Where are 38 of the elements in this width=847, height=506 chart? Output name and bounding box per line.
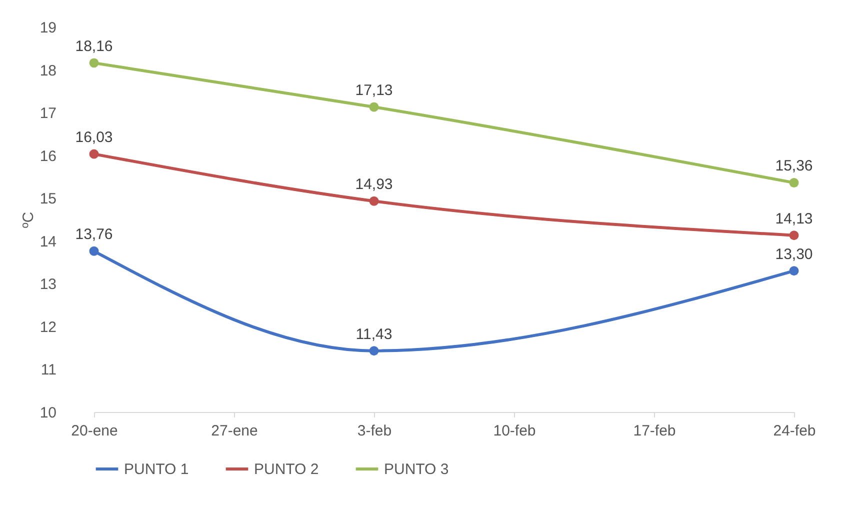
data-label: 15,36 [775,158,813,175]
y-tick-label: 17 [40,105,56,122]
data-label: 14,93 [355,176,393,194]
x-tick-label: 27-ene [211,422,258,440]
x-tick-label: 17-feb [633,422,676,440]
point [789,178,799,188]
point [89,58,99,68]
point [369,346,379,356]
data-label: 14,13 [775,210,813,228]
y-tick-label: 13 [40,276,56,294]
x-tick-label: 3-feb [357,422,392,440]
y-tick-label: 10 [40,404,56,422]
legend-label: PUNTO 3 [384,461,449,478]
y-tick-label: 15 [40,190,56,208]
x-tick-label: 20-ene [71,422,118,440]
data-label: 17,13 [355,82,393,99]
y-tick-label: 18 [40,62,56,80]
y-tick-label: 12 [40,318,56,336]
legend-label: PUNTO 2 [254,461,319,478]
data-label: 13,30 [775,246,813,263]
x-tick-label: 10-feb [493,422,536,440]
point [89,246,99,256]
point [789,266,799,276]
y-tick-label: 14 [40,233,56,250]
y-tick-label: 16 [40,148,56,165]
point [789,230,799,240]
data-label: 18,16 [75,38,113,55]
point [369,196,379,206]
data-label: 11,43 [356,326,392,343]
legend-label: PUNTO 1 [124,461,189,478]
x-tick-label: 24-feb [773,422,816,440]
y-axis-title: ºC [20,212,37,228]
y-tick-label: 11 [40,362,56,379]
y-tick-label: 19 [40,20,56,36]
point [89,149,99,159]
data-label: 16,03 [75,129,113,146]
point [369,102,379,112]
data-label: 13,76 [75,226,113,244]
